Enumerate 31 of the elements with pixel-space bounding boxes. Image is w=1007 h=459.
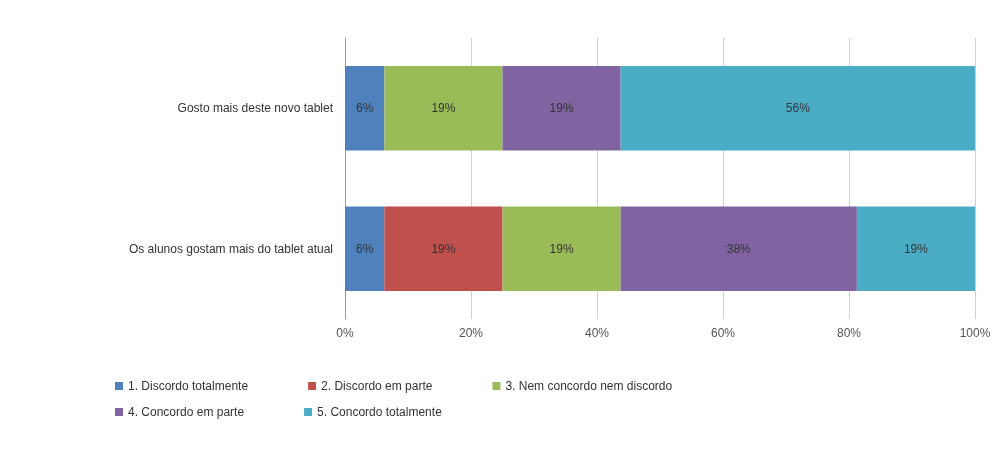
data-label: 6% — [356, 101, 374, 116]
data-label: 19% — [903, 241, 929, 256]
x-tick-label: 20% — [458, 326, 484, 340]
y-tick-label: Gosto mais deste novo tablet — [177, 101, 334, 116]
data-label: 19% — [431, 241, 456, 256]
bar — [620, 206, 857, 291]
bar — [856, 206, 975, 291]
legend-label: 4. Concordo em parte — [128, 405, 245, 419]
bar — [620, 66, 975, 151]
bar — [384, 206, 503, 291]
data-label: 19% — [549, 241, 574, 256]
x-tick-label: 0% — [336, 326, 354, 340]
data-label: 56% — [785, 101, 811, 116]
legend-label: 1. Discordo totalmente — [128, 379, 249, 393]
data-label: 19% — [549, 101, 574, 116]
bar — [502, 206, 621, 291]
data-label: 6% — [356, 241, 374, 256]
x-tick-label: 60% — [710, 326, 736, 340]
bar — [345, 206, 385, 291]
x-tick-label: 100% — [959, 326, 991, 340]
x-tick-label: 40% — [584, 326, 610, 340]
data-label: 19% — [431, 101, 456, 116]
bar — [502, 66, 621, 151]
bar — [345, 66, 385, 151]
y-tick-label: Os alunos gostam mais do tablet atual — [128, 241, 333, 256]
x-tick-label: 80% — [836, 326, 862, 340]
data-label: 38% — [726, 241, 752, 256]
legend-label: 3. Nem concordo nem discordo — [505, 379, 673, 393]
bar — [384, 66, 503, 151]
legend-label: 2. Discordo em parte — [321, 379, 433, 393]
legend-label: 5. Concordo totalmente — [317, 405, 443, 419]
